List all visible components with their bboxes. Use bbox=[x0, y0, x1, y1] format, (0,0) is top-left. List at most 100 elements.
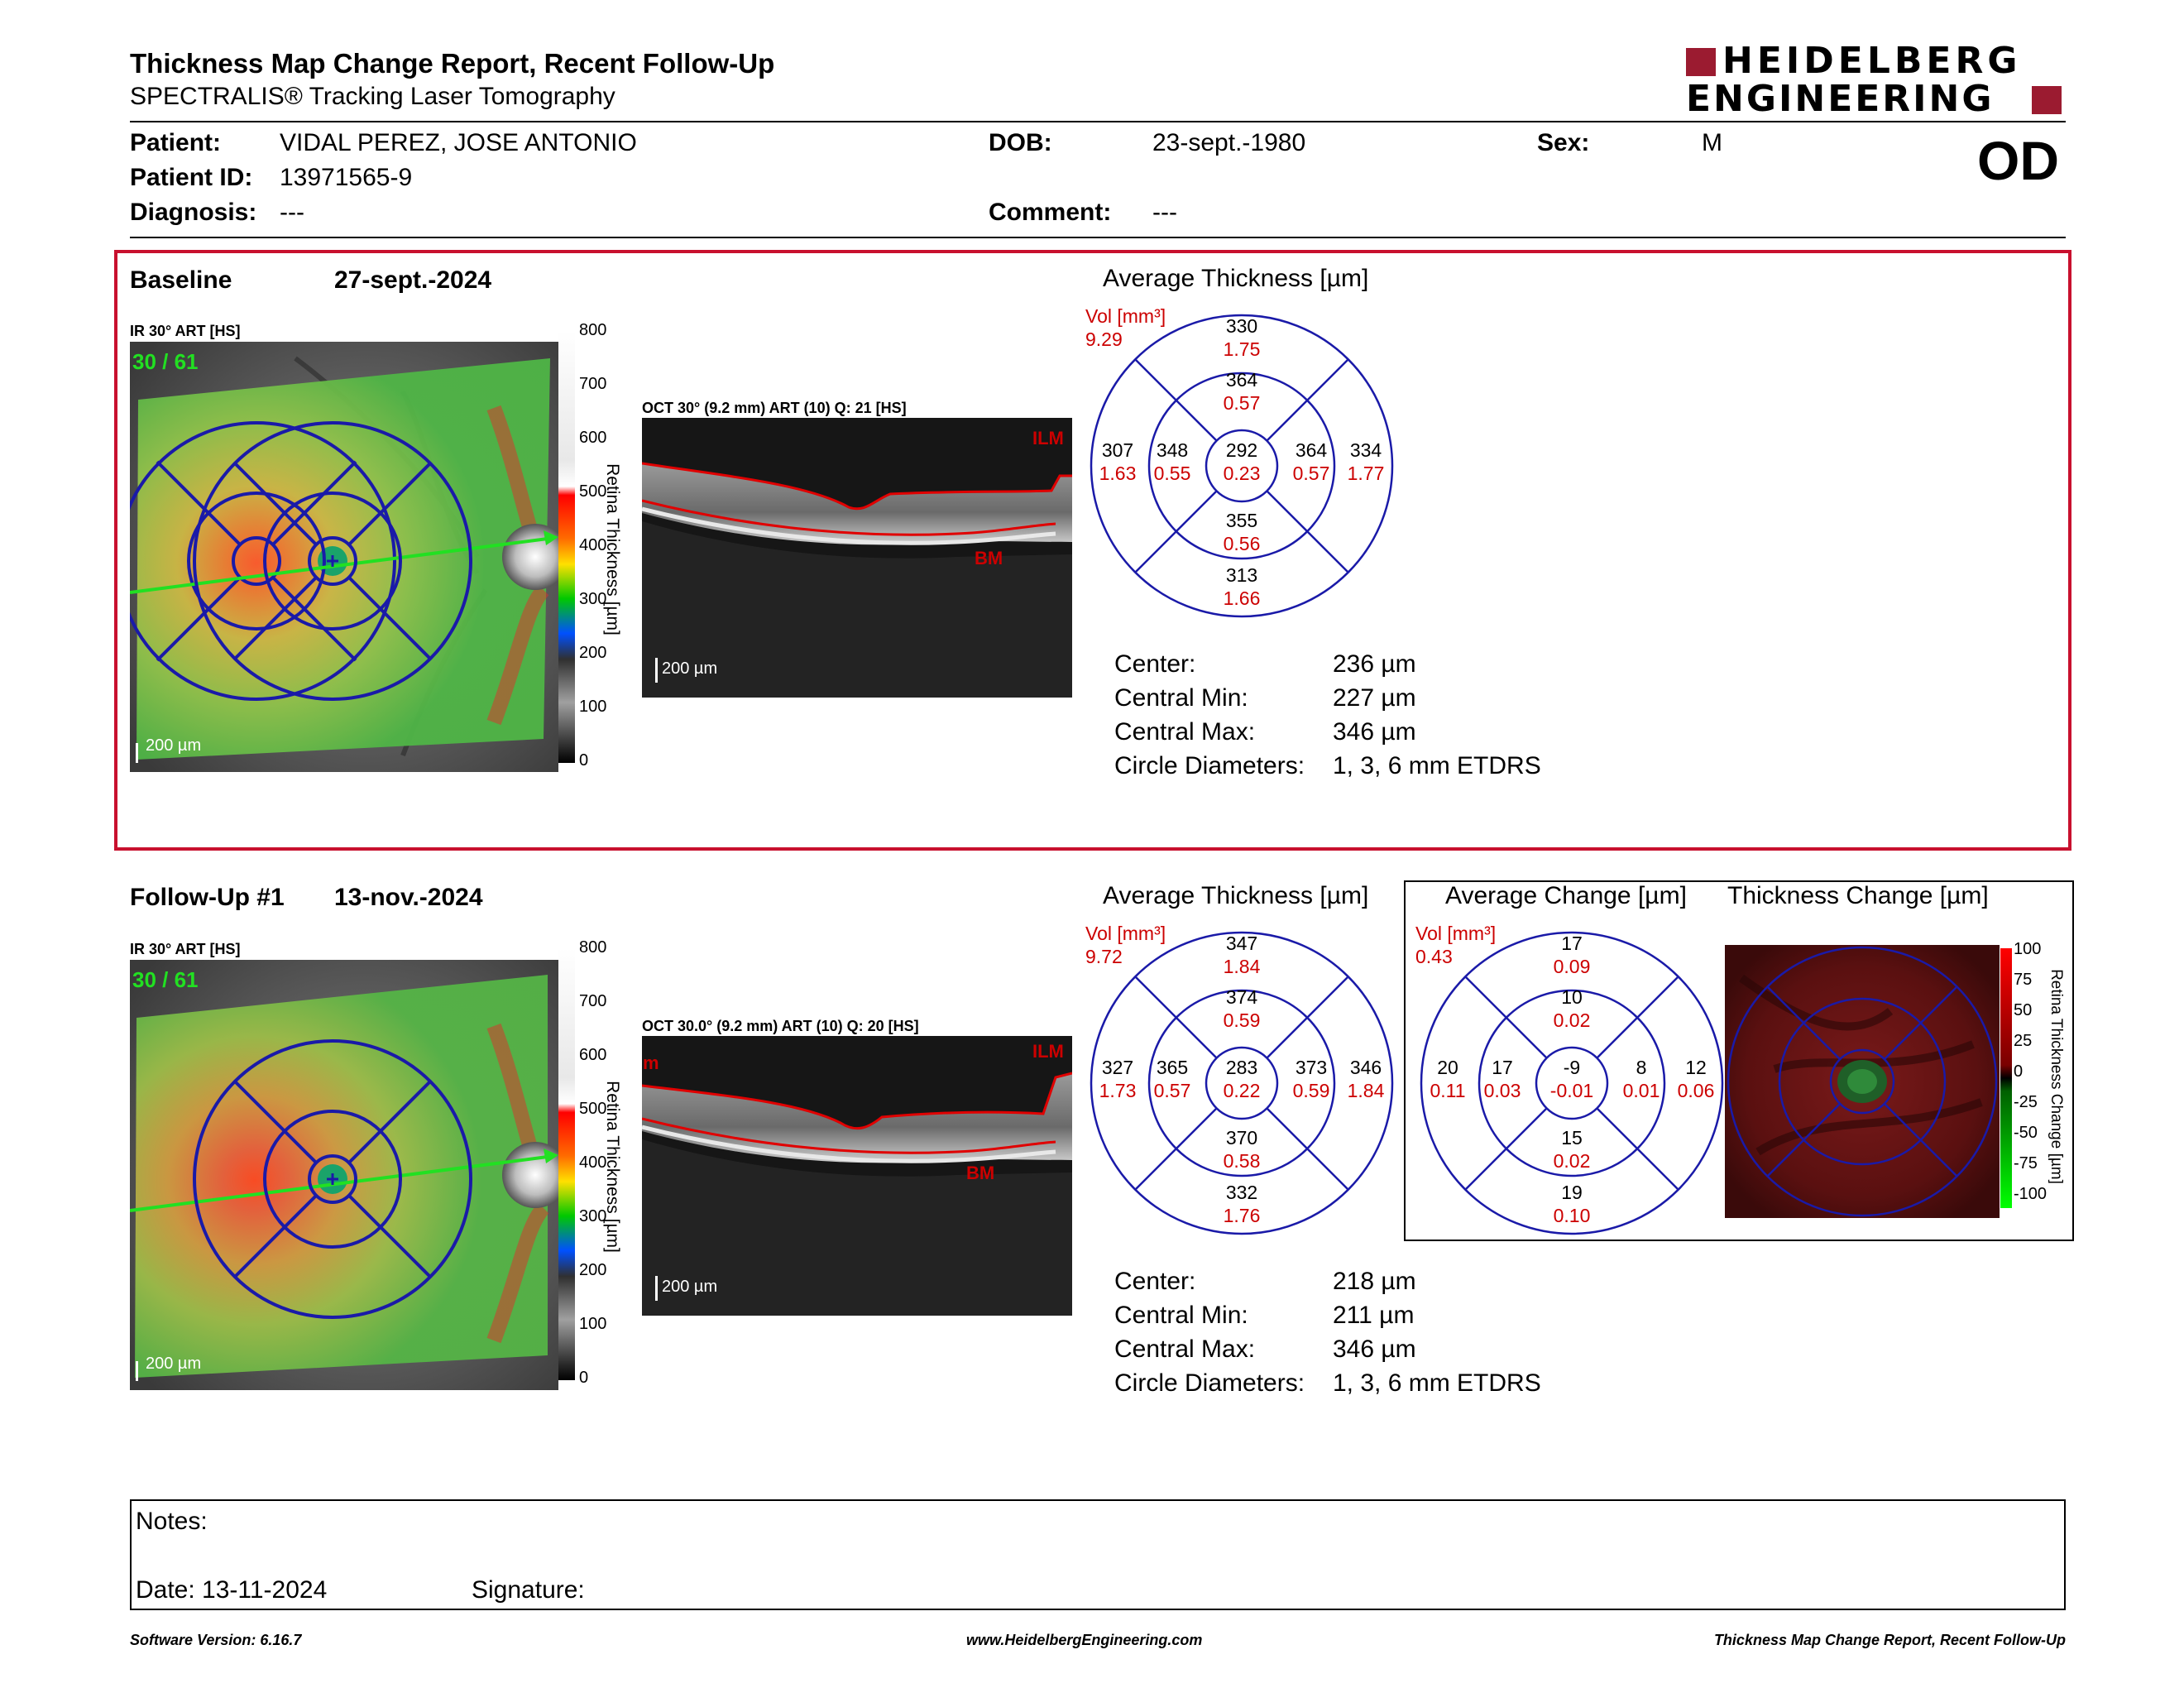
etdrs-inner-inferior: 355 bbox=[1225, 510, 1258, 531]
cb-label: 700 bbox=[579, 375, 607, 393]
followup-center-label: Center: bbox=[1114, 1268, 1196, 1295]
baseline-oct-image[interactable] bbox=[642, 418, 1072, 698]
etdrs-center: 292 bbox=[1225, 439, 1258, 461]
baseline-bm-label: BM bbox=[975, 548, 1003, 568]
etdrs-outer-inferior: 332 bbox=[1225, 1182, 1258, 1203]
etdrs-inner-nasal: 373 bbox=[1295, 1057, 1328, 1078]
change-cb-label: 25 bbox=[2014, 1032, 2033, 1050]
change-vol: Vol [mm³] 0.43 bbox=[1415, 922, 1496, 968]
footer-version: Software Version: 6.16.7 bbox=[130, 1632, 302, 1648]
followup-etdrs-values: 347 1.84 374 0.59 327 1.73 365 0.57 283 … bbox=[1089, 930, 1395, 1236]
etdrs-inner-temporal-vol: 0.03 bbox=[1483, 1080, 1521, 1101]
etdrs-outer-temporal-vol: 0.11 bbox=[1430, 1080, 1466, 1101]
change-cb-label: -100 bbox=[2014, 1185, 2048, 1203]
etdrs-inner-inferior-vol: 0.56 bbox=[1223, 533, 1261, 554]
followup-ir-label: IR 30° ART [HS] bbox=[130, 941, 241, 957]
cb-label: 100 bbox=[579, 1315, 607, 1333]
followup-ilm-label: ILM bbox=[1032, 1041, 1064, 1062]
etdrs-outer-inferior: 19 bbox=[1561, 1182, 1583, 1203]
etdrs-inner-temporal: 17 bbox=[1492, 1057, 1513, 1078]
etdrs-outer-nasal: 12 bbox=[1685, 1057, 1707, 1078]
followup-oct-svg bbox=[642, 1072, 1072, 1316]
etdrs-inner-nasal-vol: 0.01 bbox=[1622, 1080, 1660, 1101]
etdrs-center: 283 bbox=[1225, 1057, 1258, 1078]
change-vol-label: Vol [mm³] bbox=[1415, 923, 1497, 944]
change-box bbox=[1404, 880, 2074, 1241]
cb-label: 100 bbox=[579, 698, 607, 716]
notes-label: Notes: bbox=[136, 1508, 208, 1535]
etdrs-inner-temporal: 365 bbox=[1156, 1057, 1189, 1078]
footer-url[interactable]: www.HeidelbergEngineering.com bbox=[966, 1632, 1203, 1648]
etdrs-outer-nasal-vol: 1.77 bbox=[1347, 463, 1385, 484]
cb-label: 800 bbox=[579, 938, 607, 957]
baseline-ir-scalebar bbox=[136, 743, 138, 763]
followup-avg-title: Average Thickness [µm] bbox=[1103, 882, 1369, 909]
cb-label: 600 bbox=[579, 1046, 607, 1064]
followup-colorbar-title: Retina Thickness [µm] bbox=[603, 1081, 622, 1253]
cb-label: 0 bbox=[579, 1369, 589, 1387]
baseline-ir-scale: 200 µm bbox=[146, 736, 202, 755]
notes-box[interactable] bbox=[130, 1499, 2066, 1610]
cb-label: 800 bbox=[579, 321, 607, 339]
dob-value: 23-sept.-1980 bbox=[1152, 129, 1306, 156]
followup-max-value: 346 µm bbox=[1333, 1336, 1416, 1363]
followup-ir-counter: 30 / 61 bbox=[132, 967, 199, 992]
comment-label: Comment: bbox=[989, 199, 1112, 226]
baseline-vol-value: 9.29 bbox=[1085, 328, 1123, 350]
followup-oct-image[interactable] bbox=[642, 1036, 1072, 1316]
etdrs-inner-superior: 364 bbox=[1225, 369, 1258, 391]
baseline-circ-label: Circle Diameters: bbox=[1114, 752, 1305, 779]
etdrs-inner-temporal-vol: 0.55 bbox=[1153, 463, 1191, 484]
report-subtitle: SPECTRALIS® Tracking Laser Tomography bbox=[130, 83, 615, 110]
etdrs-outer-nasal-vol: 1.84 bbox=[1347, 1080, 1385, 1101]
etdrs-center-vol: -0.01 bbox=[1549, 1080, 1594, 1101]
cb-label: 400 bbox=[579, 1153, 607, 1172]
change-cb-label: -25 bbox=[2014, 1093, 2038, 1111]
etdrs-outer-superior: 17 bbox=[1561, 933, 1583, 954]
change-cb-label: 75 bbox=[2014, 971, 2033, 989]
etdrs-outer-temporal-vol: 1.63 bbox=[1099, 463, 1137, 484]
baseline-ilm-label: ILM bbox=[1032, 428, 1064, 448]
etdrs-inner-inferior: 15 bbox=[1561, 1127, 1583, 1149]
etdrs-center: -9 bbox=[1563, 1057, 1581, 1078]
etdrs-outer-superior: 330 bbox=[1225, 315, 1258, 337]
notes-signature: Signature: bbox=[472, 1576, 585, 1604]
patient-label: Patient: bbox=[130, 129, 222, 156]
baseline-circ-value: 1, 3, 6 mm ETDRS bbox=[1333, 752, 1541, 779]
etdrs-inner-superior: 10 bbox=[1561, 986, 1583, 1008]
etdrs-inner-inferior: 370 bbox=[1225, 1127, 1258, 1149]
followup-etdrs-grid bbox=[1089, 930, 1395, 1236]
diagnosis-value: --- bbox=[280, 199, 304, 226]
cb-label: 300 bbox=[579, 590, 607, 608]
cb-label: 300 bbox=[579, 1207, 607, 1225]
etdrs-inner-temporal: 348 bbox=[1156, 439, 1189, 461]
baseline-center-label: Center: bbox=[1114, 650, 1196, 678]
etdrs-outer-superior-vol: 0.09 bbox=[1553, 956, 1591, 977]
etdrs-outer-inferior-vol: 1.76 bbox=[1223, 1205, 1261, 1226]
followup-vol-value: 9.72 bbox=[1085, 946, 1123, 967]
cb-label: 400 bbox=[579, 536, 607, 554]
etdrs-inner-nasal: 8 bbox=[1636, 1057, 1647, 1078]
change-cb-label: 100 bbox=[2014, 940, 2042, 958]
baseline-ir-counter: 30 / 61 bbox=[132, 349, 199, 374]
patient-name: VIDAL PEREZ, JOSE ANTONIO bbox=[280, 129, 637, 156]
etdrs-inner-inferior-vol: 0.02 bbox=[1553, 1150, 1591, 1172]
change-cb-label: 50 bbox=[2014, 1001, 2033, 1019]
sex-label: Sex: bbox=[1537, 129, 1590, 156]
heidelberg-logo: HEIDELBERG ENGINEERING bbox=[1686, 43, 2067, 119]
patient-id-label: Patient ID: bbox=[130, 164, 253, 191]
thickness-change-svg bbox=[1725, 945, 2000, 1218]
baseline-colorbar bbox=[558, 331, 575, 763]
baseline-vol: Vol [mm³] 9.29 bbox=[1085, 305, 1166, 351]
notes-date: Date: 13-11-2024 bbox=[136, 1576, 328, 1604]
etdrs-outer-superior-vol: 1.75 bbox=[1223, 338, 1261, 360]
etdrs-outer-temporal: 327 bbox=[1101, 1057, 1134, 1078]
followup-date: 13-nov.-2024 bbox=[334, 884, 483, 911]
eye-indicator: OD bbox=[1977, 130, 2059, 191]
baseline-oct-label: OCT 30° (9.2 mm) ART (10) Q: 21 [HS] bbox=[642, 400, 907, 416]
logo-square-bottom bbox=[2032, 86, 2062, 114]
followup-ir-image[interactable] bbox=[129, 960, 568, 1390]
thickness-change-map[interactable] bbox=[1725, 945, 2000, 1218]
followup-min-value: 211 µm bbox=[1333, 1302, 1415, 1329]
etdrs-inner-inferior-vol: 0.58 bbox=[1223, 1150, 1261, 1172]
